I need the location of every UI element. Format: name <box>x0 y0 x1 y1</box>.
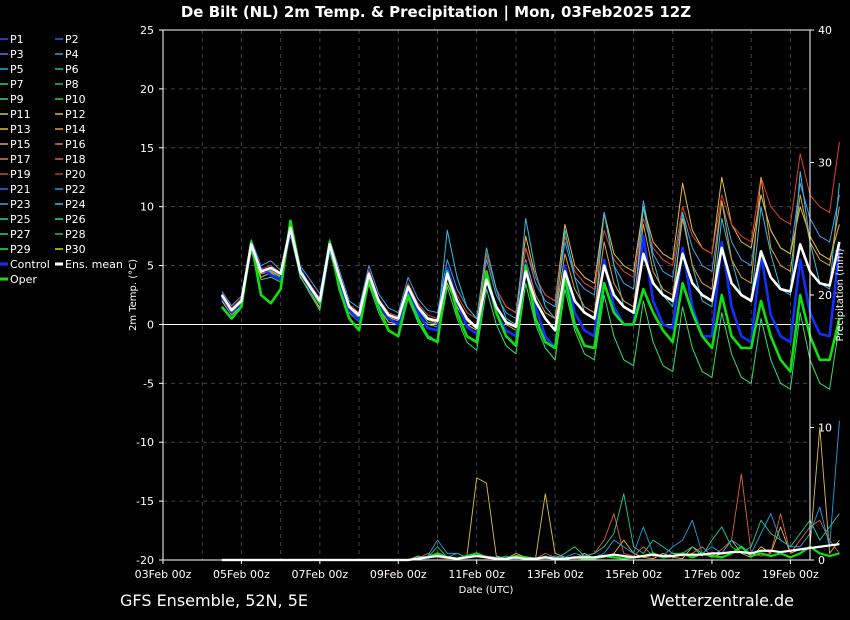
legend-label: Oper <box>10 273 37 286</box>
y-axis-ticks: 25 20 15 10 5 0 -5 -10 -15 -20 <box>136 24 163 567</box>
legend-label: P11 <box>10 108 31 121</box>
footer-model-info: GFS Ensemble, 52N, 5E <box>120 591 308 610</box>
legend-label: P22 <box>65 183 86 196</box>
legend-label: P8 <box>65 78 79 91</box>
y-tick-label: -20 <box>136 554 154 567</box>
y2-tick-label: 40 <box>818 24 832 37</box>
legend-label: P15 <box>10 138 31 151</box>
x-tick-label: 03Feb 00z <box>135 568 192 581</box>
x-tick-label: 11Feb 00z <box>448 568 505 581</box>
legend-label: P13 <box>10 123 31 136</box>
legend-label: P27 <box>10 228 31 241</box>
legend-label: Ens. mean <box>65 258 123 271</box>
legend-label: P4 <box>65 48 79 61</box>
x-tick-label: 09Feb 00z <box>370 568 427 581</box>
legend-label: P18 <box>65 153 86 166</box>
y-tick-label: 25 <box>140 24 154 37</box>
precip-line-p13 <box>221 427 840 561</box>
y-tick-label: -10 <box>136 436 154 449</box>
legend-label: P20 <box>65 168 86 181</box>
x-tick-label: 19Feb 00z <box>762 568 819 581</box>
y2-axis-ticks: 40 30 20 10 0 <box>810 24 832 567</box>
legend-label: P10 <box>65 93 86 106</box>
legend-label: P28 <box>65 228 86 241</box>
legend-label: P12 <box>65 108 86 121</box>
legend-label: P9 <box>10 93 24 106</box>
legend-label: P5 <box>10 63 24 76</box>
temperature-series <box>220 141 841 390</box>
y-tick-label: 5 <box>147 260 154 273</box>
legend-label: P14 <box>65 123 86 136</box>
x-tick-label: 15Feb 00z <box>605 568 662 581</box>
legend-label: P6 <box>65 63 79 76</box>
legend-label: P23 <box>10 198 31 211</box>
legend-label: Control <box>10 258 50 271</box>
x-tick-label: 17Feb 00z <box>684 568 741 581</box>
legend-label: P26 <box>65 213 86 226</box>
precip-line-ens-mean <box>221 543 840 562</box>
legend-label: P19 <box>10 168 31 181</box>
legend-label: P25 <box>10 213 31 226</box>
legend-label: P7 <box>10 78 24 91</box>
y-axis-label: 2m Temp. (°C) <box>128 259 139 331</box>
legend: P1 P2 P3 P4 P5 P6 P7 P8 P9 P10 P11 P12 P13 P14 P15 P16 P… <box>0 33 123 286</box>
legend-label: P2 <box>65 33 79 46</box>
y-tick-label: 10 <box>140 201 154 214</box>
legend-label: P30 <box>65 243 86 256</box>
temp-line-p13 <box>221 176 840 331</box>
x-tick-label: 07Feb 00z <box>291 568 348 581</box>
y2-tick-label: 20 <box>818 289 832 302</box>
temp-line-p14 <box>221 176 840 331</box>
footer-site-name: Wetterzentrale.de <box>649 591 794 610</box>
x-tick-label: 05Feb 00z <box>213 568 270 581</box>
precip-line-p22 <box>221 420 840 561</box>
x-axis-ticks: 03Feb 00z 05Feb 00z 07Feb 00z 09Feb 00z 11Fe… <box>135 560 819 581</box>
y-tick-label: 15 <box>140 142 154 155</box>
legend-label: P29 <box>10 243 31 256</box>
precipitation-series <box>221 420 840 562</box>
y2-tick-label: 10 <box>818 422 832 435</box>
legend-label: P24 <box>65 198 86 211</box>
plot-frame <box>162 29 811 561</box>
y-tick-label: 20 <box>140 83 154 96</box>
x-axis-label: Date (UTC) <box>459 585 514 596</box>
legend-label: P17 <box>10 153 31 166</box>
legend-label: P3 <box>10 48 24 61</box>
y2-tick-label: 30 <box>818 157 832 170</box>
legend-label: P1 <box>10 33 24 46</box>
temp-line-ens-mean <box>220 226 841 332</box>
y-tick-label: 0 <box>147 318 154 331</box>
legend-label: P16 <box>65 138 86 151</box>
y-tick-label: -15 <box>136 495 154 508</box>
y-tick-label: -5 <box>143 377 154 390</box>
x-tick-label: 13Feb 00z <box>527 568 584 581</box>
y2-tick-label: 0 <box>818 554 825 567</box>
legend-label: P21 <box>10 183 31 196</box>
precip-line-p18 <box>221 473 840 561</box>
chart-title: De Bilt (NL) 2m Temp. & Precipitation | … <box>181 3 691 22</box>
y2-axis-label: Precipitation (mm) <box>835 248 846 341</box>
